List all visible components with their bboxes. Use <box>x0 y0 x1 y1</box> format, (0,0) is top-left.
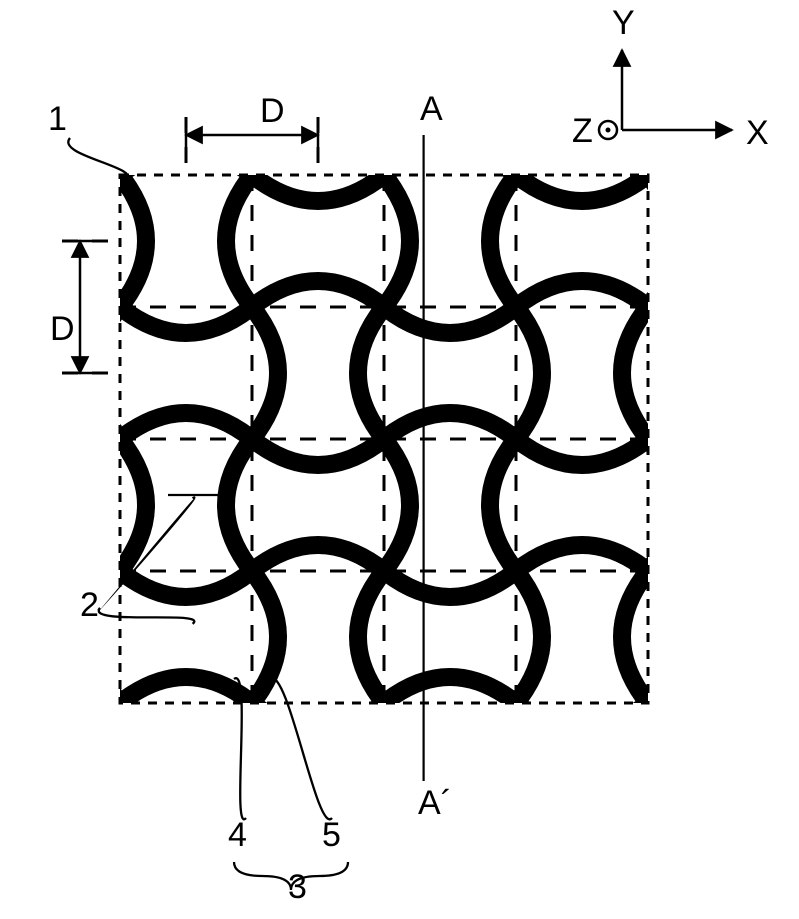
dim-D-v-label: D <box>50 310 75 349</box>
label-4: 4 <box>228 816 247 855</box>
leader-2b <box>99 608 195 624</box>
axis-Y-label: Y <box>612 4 635 43</box>
axis-Z-label: Z <box>572 112 593 151</box>
diagram-root: 1 2 3 4 5 D D A A´ X Y Z <box>0 0 799 919</box>
wave-v <box>490 43 542 835</box>
section-A-top: A <box>420 90 443 129</box>
label-3: 3 <box>288 868 307 907</box>
leader-5 <box>270 678 332 819</box>
section-A-bot: A´ <box>418 784 452 823</box>
label-2: 2 <box>80 586 99 625</box>
wave-v <box>622 43 674 835</box>
label-1: 1 <box>48 100 67 139</box>
label-5: 5 <box>322 816 341 855</box>
diagram-svg <box>0 0 799 919</box>
axis-X-label: X <box>746 114 769 153</box>
dim-D-h-label: D <box>260 92 285 131</box>
axis-Z-dot <box>606 128 611 133</box>
wave-group <box>0 43 780 835</box>
